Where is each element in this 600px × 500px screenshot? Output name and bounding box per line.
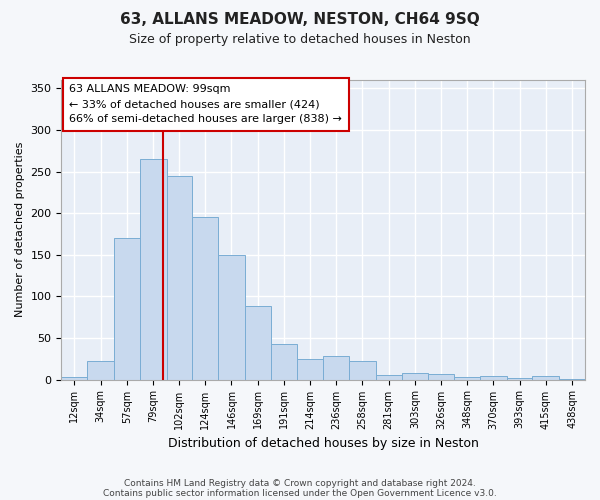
Bar (506, 378, 532, 380)
Bar (454, 377, 480, 380)
X-axis label: Distribution of detached houses by size in Neston: Distribution of detached houses by size … (168, 437, 479, 450)
Y-axis label: Number of detached properties: Number of detached properties (15, 142, 25, 318)
Text: Size of property relative to detached houses in Neston: Size of property relative to detached ho… (129, 32, 471, 46)
Bar (323, 356, 349, 380)
Bar (193, 218, 218, 380)
Bar (218, 254, 245, 380)
Bar (114, 238, 140, 380)
Text: Contains HM Land Registry data © Crown copyright and database right 2024.: Contains HM Land Registry data © Crown c… (124, 478, 476, 488)
Text: 63 ALLANS MEADOW: 99sqm
← 33% of detached houses are smaller (424)
66% of semi-d: 63 ALLANS MEADOW: 99sqm ← 33% of detache… (69, 84, 342, 124)
Bar (376, 376, 401, 380)
Bar (428, 374, 454, 380)
Bar (401, 373, 428, 380)
Bar (559, 378, 585, 380)
Bar (245, 306, 271, 380)
Bar (480, 376, 506, 380)
Text: 63, ALLANS MEADOW, NESTON, CH64 9SQ: 63, ALLANS MEADOW, NESTON, CH64 9SQ (120, 12, 480, 28)
Bar (532, 376, 559, 380)
Bar (167, 176, 193, 380)
Text: Contains public sector information licensed under the Open Government Licence v3: Contains public sector information licen… (103, 488, 497, 498)
Bar (140, 159, 167, 380)
Bar (349, 362, 376, 380)
Bar (61, 377, 87, 380)
Bar (271, 344, 298, 380)
Bar (87, 362, 114, 380)
Bar (298, 359, 323, 380)
